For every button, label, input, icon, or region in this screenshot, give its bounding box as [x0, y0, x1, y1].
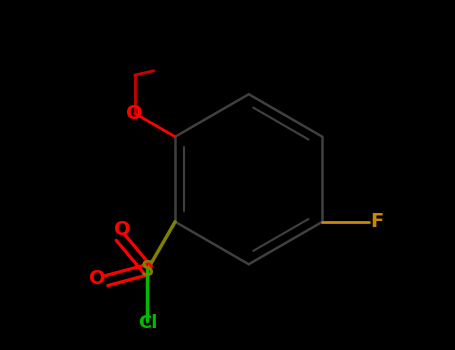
Text: F: F: [370, 212, 384, 231]
Text: S: S: [141, 260, 154, 280]
Text: O: O: [89, 269, 106, 288]
Text: O: O: [114, 220, 131, 239]
Text: Cl: Cl: [138, 314, 157, 332]
Text: O: O: [126, 104, 143, 123]
